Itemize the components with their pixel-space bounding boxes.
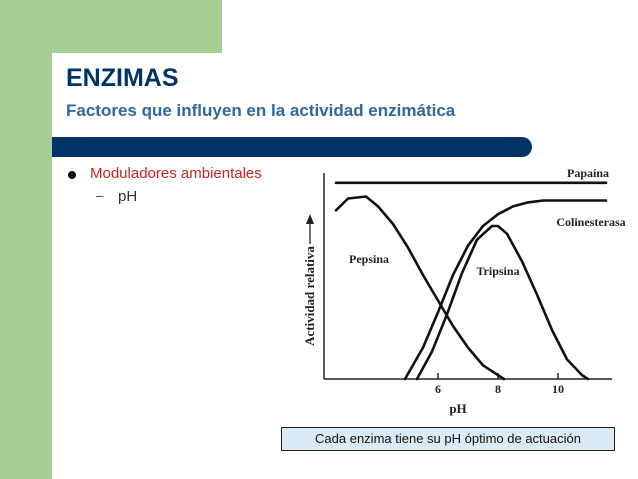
series-label-pepsina: Pepsina: [349, 252, 389, 266]
bullet-moduladores: Moduladores ambientales: [90, 165, 262, 182]
title-divider-bar: [52, 137, 532, 157]
accent-block: [0, 0, 222, 53]
slide-title: ENZIMAS: [66, 64, 179, 92]
x-axis-label: pH: [449, 401, 466, 416]
x-tick-label: 6: [435, 382, 441, 396]
series-label-colinesterasa: Colinesterasa: [556, 215, 625, 229]
series-line-tripsina: [415, 224, 590, 381]
series-line-pepsina: [334, 195, 506, 381]
sub-bullet-ph: pH: [118, 188, 138, 205]
chart-caption: Cada enzima tiene su pH óptimo de actuac…: [281, 427, 615, 451]
slide-subtitle: Factores que influyen en la actividad en…: [66, 101, 456, 120]
ylabel-arrow-head-icon: [306, 214, 314, 224]
x-tick-label: 10: [552, 382, 564, 396]
series-line-colinesterasa: [403, 199, 608, 381]
y-axis-label: Actividad relativa: [302, 246, 317, 346]
x-tick-label: 8: [495, 382, 501, 396]
series-label-papaina: Papaína: [567, 166, 609, 180]
accent-strip: [0, 0, 52, 479]
series-label-tripsina: Tripsina: [476, 264, 519, 278]
bullet-dot-icon: [68, 171, 76, 179]
sub-bullet-dash: –: [96, 188, 104, 203]
